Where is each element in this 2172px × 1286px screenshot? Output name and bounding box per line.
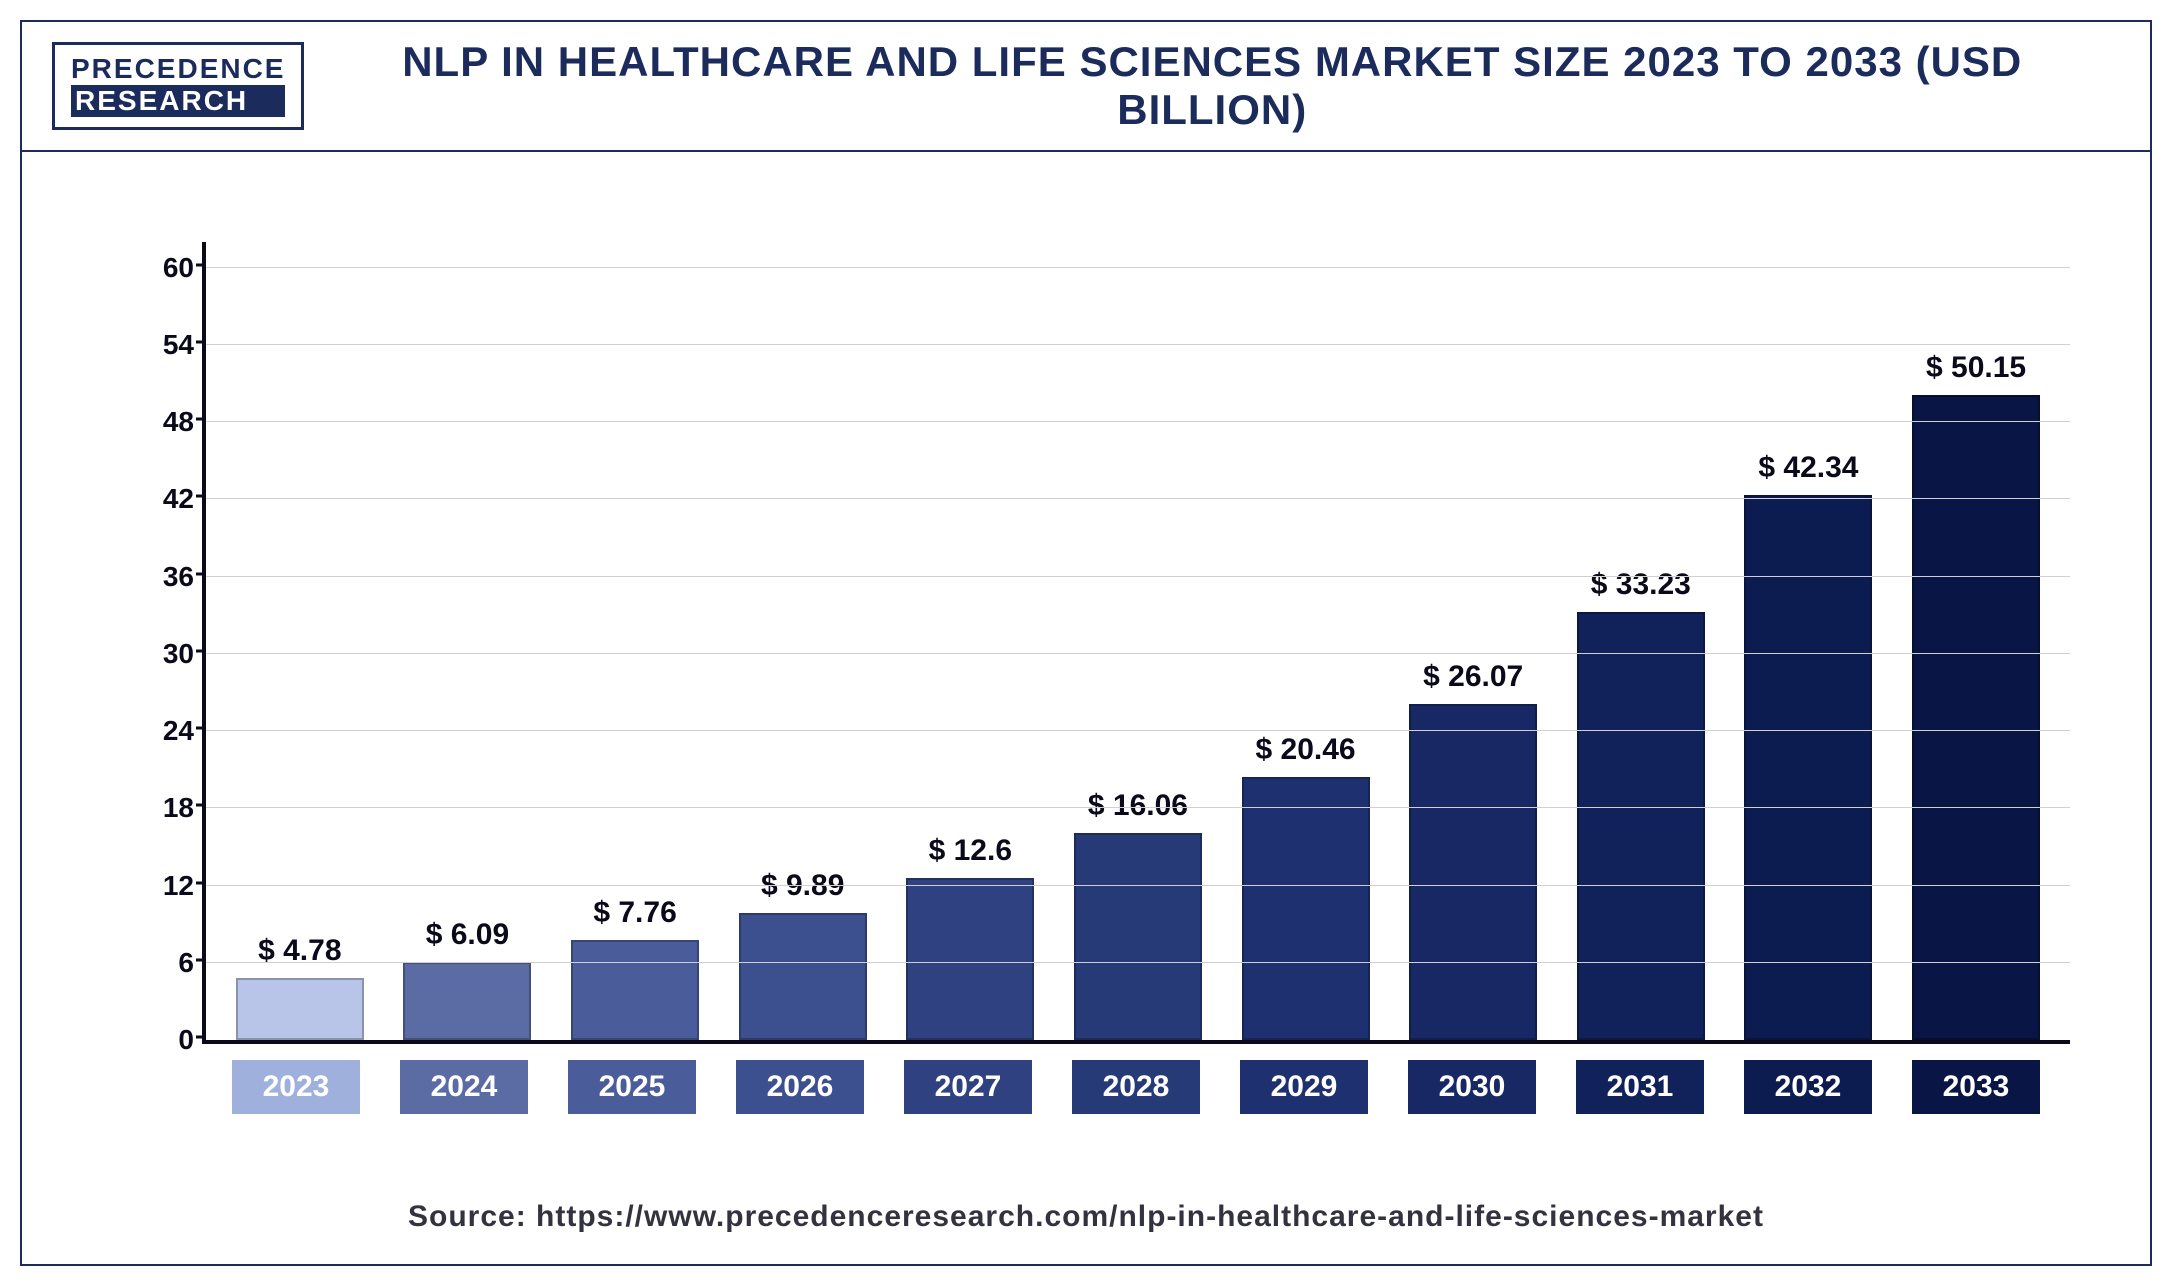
bar-rect — [1577, 612, 1705, 1040]
y-tick-label: 48 — [163, 406, 194, 438]
bar-slot: $ 20.46 — [1226, 242, 1386, 1040]
gridline — [206, 653, 2070, 654]
x-axis-label: 2031 — [1576, 1060, 1704, 1114]
gridline — [206, 962, 2070, 963]
bar-rect — [571, 940, 699, 1040]
bar-value-label: $ 9.89 — [761, 869, 844, 903]
bar-rect — [1744, 495, 1872, 1040]
y-tick-label: 60 — [163, 252, 194, 284]
bar-rect — [739, 913, 867, 1040]
x-axis-label-box: 2029 — [1224, 1060, 1384, 1114]
bar-slot: $ 33.23 — [1561, 242, 1721, 1040]
bar-value-label: $ 4.78 — [258, 934, 341, 968]
x-axis-label-box: 2033 — [1896, 1060, 2056, 1114]
x-axis-row: 2023 2024 2025 2026 2027 2028 2029 2030 2031 2032… — [202, 1060, 2070, 1114]
y-tick-mark — [196, 263, 206, 266]
x-axis-label: 2032 — [1744, 1060, 1872, 1114]
x-axis-label-box: 2031 — [1560, 1060, 1720, 1114]
bar-rect — [236, 978, 364, 1040]
y-tick-mark — [196, 418, 206, 421]
y-tick-mark — [196, 727, 206, 730]
y-tick-label: 0 — [178, 1024, 194, 1056]
x-axis-label-box: 2032 — [1728, 1060, 1888, 1114]
x-axis-label-box: 2027 — [888, 1060, 1048, 1114]
x-axis-label-box: 2028 — [1056, 1060, 1216, 1114]
gridline — [206, 267, 2070, 268]
gridline — [206, 576, 2070, 577]
y-tick-label: 6 — [178, 947, 194, 979]
bar-rect — [1912, 395, 2040, 1040]
bar-slot: $ 26.07 — [1393, 242, 1553, 1040]
gridline — [206, 730, 2070, 731]
bar-rect — [1242, 777, 1370, 1040]
bar-slot: $ 12.6 — [890, 242, 1050, 1040]
y-tick-mark — [196, 804, 206, 807]
x-axis-label-box: 2024 — [384, 1060, 544, 1114]
x-axis-label: 2025 — [568, 1060, 696, 1114]
x-axis-label: 2027 — [904, 1060, 1032, 1114]
bar-rect — [906, 878, 1034, 1040]
x-axis-label: 2026 — [736, 1060, 864, 1114]
y-tick-label: 18 — [163, 792, 194, 824]
y-tick-mark — [196, 649, 206, 652]
y-tick-label: 36 — [163, 561, 194, 593]
x-axis-label: 2029 — [1240, 1060, 1368, 1114]
y-tick-label: 54 — [163, 329, 194, 361]
bar-value-label: $ 16.06 — [1088, 789, 1188, 823]
y-tick-mark — [196, 495, 206, 498]
x-axis-label-box: 2025 — [552, 1060, 712, 1114]
source-text: Source: https://www.precedenceresearch.c… — [22, 1200, 2150, 1234]
header-row: PRECEDENCE RESEARCH NLP IN HEALTHCARE AN… — [22, 22, 2150, 152]
x-axis-label-box: 2026 — [720, 1060, 880, 1114]
gridline — [206, 344, 2070, 345]
y-tick-mark — [196, 1036, 206, 1039]
gridline — [206, 885, 2070, 886]
bars-row: $ 4.78 $ 6.09 $ 7.76 $ 9.89 $ 12.6 $ 16.06 $ 2… — [206, 242, 2070, 1040]
x-axis-label: 2030 — [1408, 1060, 1536, 1114]
y-tick-mark — [196, 881, 206, 884]
bar-slot: $ 7.76 — [555, 242, 715, 1040]
gridline — [206, 498, 2070, 499]
bar-slot: $ 9.89 — [723, 242, 883, 1040]
bar-value-label: $ 6.09 — [426, 918, 509, 952]
bar-value-label: $ 20.46 — [1256, 733, 1356, 767]
bar-slot: $ 6.09 — [387, 242, 547, 1040]
bar-value-label: $ 33.23 — [1591, 568, 1691, 602]
logo-text-top: PRECEDENCE — [71, 55, 285, 83]
x-axis-label-box: 2023 — [216, 1060, 376, 1114]
bar-rect — [403, 962, 531, 1040]
x-axis-label-box: 2030 — [1392, 1060, 1552, 1114]
x-axis-label: 2024 — [400, 1060, 528, 1114]
bar-value-label: $ 26.07 — [1423, 660, 1523, 694]
chart-body: $ 4.78 $ 6.09 $ 7.76 $ 9.89 $ 12.6 $ 16.06 $ 2… — [122, 182, 2090, 1124]
bar-rect — [1409, 704, 1537, 1040]
bar-value-label: $ 42.34 — [1758, 451, 1858, 485]
y-tick-mark — [196, 958, 206, 961]
logo-text-bottom: RESEARCH — [71, 85, 285, 117]
y-tick-label: 12 — [163, 870, 194, 902]
plot-area: $ 4.78 $ 6.09 $ 7.76 $ 9.89 $ 12.6 $ 16.06 $ 2… — [202, 242, 2070, 1044]
gridline — [206, 807, 2070, 808]
x-axis-label: 2033 — [1912, 1060, 2040, 1114]
y-tick-mark — [196, 572, 206, 575]
bar-value-label: $ 7.76 — [593, 896, 676, 930]
y-tick-label: 42 — [163, 483, 194, 515]
bar-slot: $ 16.06 — [1058, 242, 1218, 1040]
gridline — [206, 421, 2070, 422]
logo: PRECEDENCE RESEARCH — [52, 42, 304, 130]
y-tick-label: 24 — [163, 715, 194, 747]
bar-value-label: $ 50.15 — [1926, 351, 2026, 385]
bar-rect — [1074, 833, 1202, 1040]
bar-slot: $ 50.15 — [1896, 242, 2056, 1040]
x-axis-label: 2028 — [1072, 1060, 1200, 1114]
bar-value-label: $ 12.6 — [929, 834, 1012, 868]
bar-slot: $ 42.34 — [1728, 242, 1888, 1040]
chart-frame: PRECEDENCE RESEARCH NLP IN HEALTHCARE AN… — [20, 20, 2152, 1266]
y-tick-mark — [196, 340, 206, 343]
y-tick-label: 30 — [163, 638, 194, 670]
chart-title: NLP IN HEALTHCARE AND LIFE SCIENCES MARK… — [304, 38, 2120, 134]
x-axis-label: 2023 — [232, 1060, 360, 1114]
bar-slot: $ 4.78 — [220, 242, 380, 1040]
